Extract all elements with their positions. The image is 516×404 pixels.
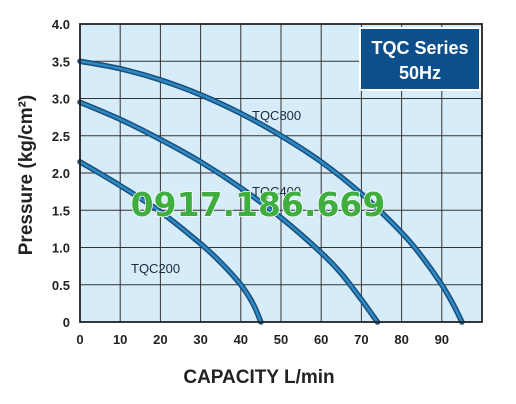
y-tick-label: 4.0 bbox=[52, 17, 70, 32]
x-tick-labels: 0 10 20 30 40 50 60 70 80 90 bbox=[76, 332, 449, 347]
y-tick-label: 1.5 bbox=[52, 203, 70, 218]
legend-subtitle: 50Hz bbox=[399, 63, 441, 83]
y-tick-label: 1.0 bbox=[52, 241, 70, 256]
x-tick-label: 10 bbox=[113, 332, 127, 347]
y-tick-label: 0.5 bbox=[52, 278, 70, 293]
x-tick-label: 60 bbox=[314, 332, 328, 347]
y-tick-label: 3.0 bbox=[52, 92, 70, 107]
y-tick-label: 2.5 bbox=[52, 129, 70, 144]
legend-background bbox=[359, 27, 481, 91]
x-tick-label: 50 bbox=[274, 332, 288, 347]
y-tick-label: 0 bbox=[63, 315, 70, 330]
x-axis-title: CAPACITY L/min bbox=[183, 367, 334, 388]
y-tick-label: 3.5 bbox=[52, 54, 70, 69]
curves-layer bbox=[77, 58, 465, 325]
x-tick-label: 20 bbox=[153, 332, 167, 347]
curve-tqc800 bbox=[78, 60, 464, 324]
x-tick-label: 30 bbox=[193, 332, 207, 347]
curve-tqc200 bbox=[78, 160, 263, 324]
legend-title: TQC Series bbox=[371, 38, 468, 58]
series-label-tqc400: TQC400 bbox=[252, 184, 301, 199]
y-tick-labels: 0 0.5 1.0 1.5 2.0 2.5 3.0 3.5 4.0 bbox=[52, 17, 70, 330]
x-tick-label: 40 bbox=[234, 332, 248, 347]
x-tick-label: 80 bbox=[394, 332, 408, 347]
series-label-tqc200: TQC200 bbox=[131, 261, 180, 276]
plot-frame bbox=[79, 23, 483, 323]
x-tick-label: 70 bbox=[354, 332, 368, 347]
y-axis-title: Pressure (kg/cm²) bbox=[16, 95, 37, 256]
y-tick-label: 2.0 bbox=[52, 166, 70, 181]
watermark-phone: 0917.186.669 bbox=[131, 185, 386, 224]
series-label-tqc800: TQC800 bbox=[252, 108, 301, 123]
x-tick-label: 0 bbox=[76, 332, 83, 347]
legend-box: TQC Series 50Hz bbox=[359, 27, 481, 91]
x-tick-label: 90 bbox=[435, 332, 449, 347]
curve-tqc400 bbox=[78, 100, 379, 324]
